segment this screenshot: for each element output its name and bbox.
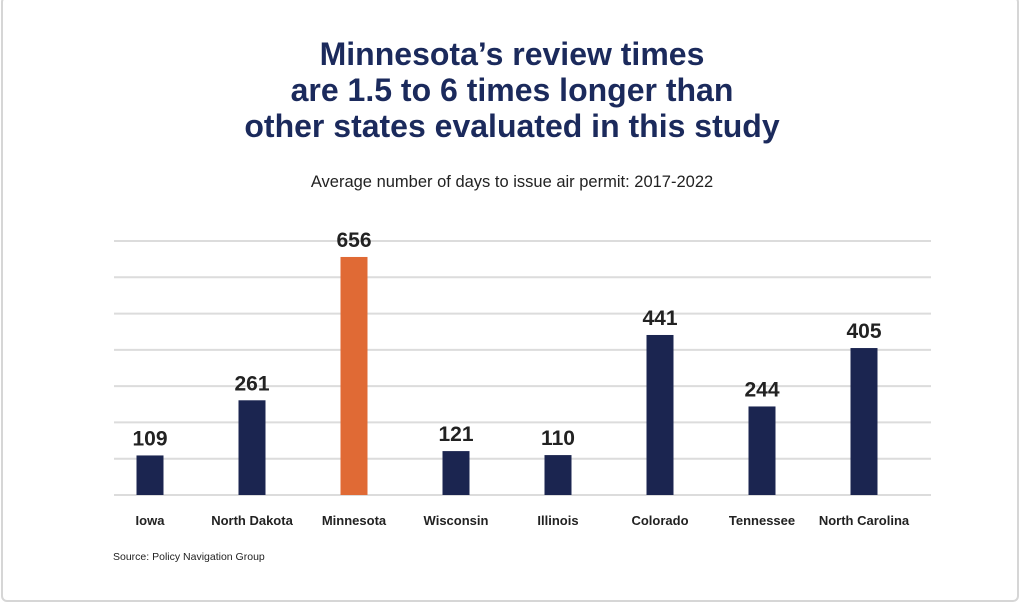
source-note: Source: Policy Navigation Group — [113, 551, 265, 563]
chart-subtitle: Average number of days to issue air perm… — [310, 173, 714, 191]
title-line-2: are 1.5 to 6 times longer than — [290, 72, 734, 108]
data-label: 110 — [541, 427, 575, 450]
category-label: Illinois — [537, 513, 578, 528]
chart-title: Minnesota’s review times are 1.5 to 6 ti… — [0, 36, 1024, 144]
bar-north-dakota — [238, 400, 266, 495]
bar-wisconsin — [442, 451, 470, 495]
category-label: Minnesota — [322, 513, 387, 528]
category-label: Wisconsin — [424, 513, 489, 528]
data-label: 441 — [642, 307, 677, 330]
category-label: North Dakota — [211, 513, 293, 528]
data-label: 405 — [846, 320, 881, 343]
data-label: 121 — [438, 423, 473, 446]
data-label: 656 — [336, 229, 371, 252]
data-label: 109 — [132, 427, 167, 450]
bar-iowa — [136, 455, 164, 495]
bar-colorado — [646, 334, 674, 495]
bar-minnesota — [340, 256, 368, 495]
category-label: North Carolina — [819, 513, 910, 528]
data-label: 261 — [234, 372, 269, 395]
title-line-3: other states evaluated in this study — [244, 108, 780, 144]
category-label: Iowa — [136, 513, 166, 528]
data-label: 244 — [744, 378, 779, 401]
title-line-1: Minnesota’s review times — [319, 36, 705, 72]
bar-illinois — [544, 455, 572, 495]
bar-tennessee — [748, 406, 776, 495]
category-label: Colorado — [631, 513, 688, 528]
category-label: Tennessee — [729, 513, 795, 528]
bar-north-carolina — [850, 348, 878, 495]
